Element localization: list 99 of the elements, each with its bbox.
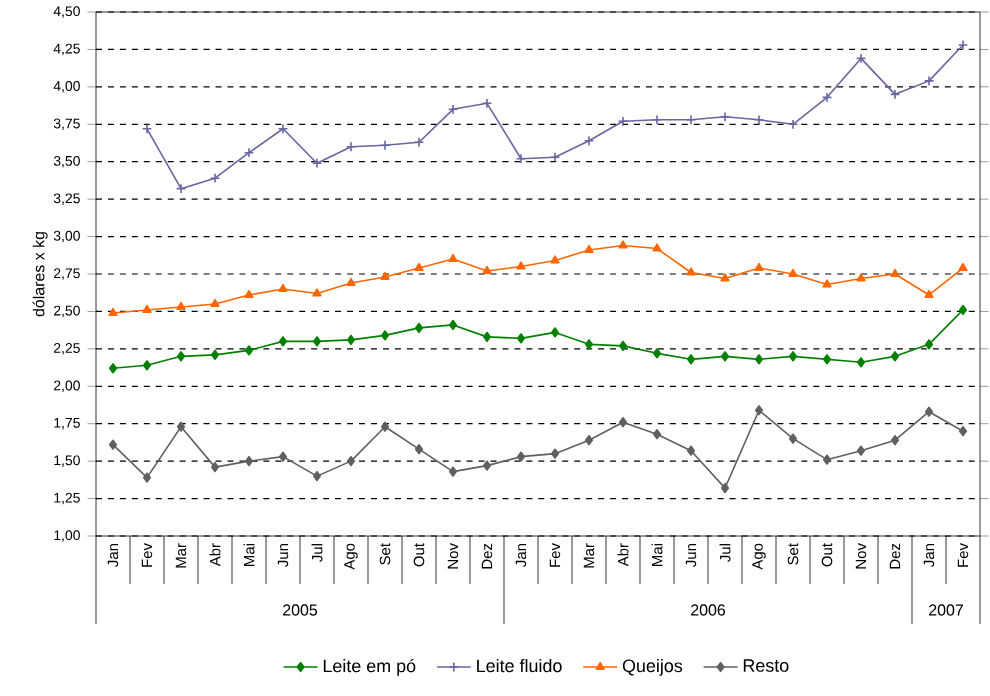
point (856, 357, 866, 368)
point (787, 119, 799, 130)
point (924, 406, 934, 417)
point (924, 339, 934, 350)
point (311, 158, 323, 169)
point (584, 435, 594, 446)
point (686, 267, 696, 276)
point (108, 307, 118, 316)
point (414, 262, 424, 271)
point (822, 279, 832, 288)
point (210, 349, 220, 361)
point (788, 433, 798, 444)
point (345, 141, 357, 152)
point (380, 271, 390, 280)
point (244, 455, 254, 467)
legend-label: Leite fluido (477, 659, 562, 673)
point (380, 330, 390, 341)
point (618, 340, 628, 352)
point (924, 289, 934, 298)
point (754, 262, 764, 271)
point (856, 273, 866, 282)
point (890, 351, 900, 362)
point (754, 405, 764, 416)
point (414, 322, 424, 334)
legend-label: Leite em pó (323, 658, 416, 676)
point (413, 137, 425, 148)
point (448, 466, 458, 477)
point (788, 351, 798, 362)
legend-label: Queijos (622, 659, 683, 676)
point (448, 253, 458, 263)
point (958, 426, 968, 437)
point (788, 268, 798, 277)
point (618, 240, 628, 249)
point (243, 147, 255, 158)
point (176, 301, 186, 310)
point (210, 461, 220, 473)
point (890, 268, 900, 277)
point (516, 261, 526, 270)
point (550, 327, 560, 338)
point (448, 319, 458, 331)
point (346, 277, 356, 286)
point (108, 363, 118, 374)
point (720, 482, 730, 494)
point (244, 345, 254, 356)
point (584, 244, 594, 254)
point (549, 152, 561, 163)
point (890, 435, 900, 446)
point (278, 283, 288, 292)
point (210, 298, 220, 307)
point (176, 351, 186, 362)
point (550, 448, 560, 459)
point (209, 173, 221, 184)
point (380, 421, 390, 432)
point (720, 273, 730, 282)
point (958, 262, 968, 271)
point (312, 288, 322, 297)
point (651, 114, 663, 125)
point (822, 354, 832, 365)
point (312, 470, 322, 482)
point (720, 351, 730, 362)
point (753, 114, 765, 125)
point (617, 116, 629, 127)
point (244, 289, 254, 298)
point (583, 135, 595, 146)
point (719, 111, 731, 122)
point (515, 153, 527, 164)
point (312, 336, 322, 347)
point (754, 354, 764, 365)
point (958, 304, 968, 316)
point (516, 333, 526, 344)
point (516, 451, 526, 462)
point (278, 451, 288, 462)
point (856, 445, 866, 456)
point (550, 255, 560, 264)
point (482, 460, 492, 471)
point (346, 455, 356, 467)
point (822, 454, 832, 465)
point (142, 304, 152, 313)
point (652, 243, 662, 252)
point (482, 265, 492, 274)
point (108, 439, 118, 450)
point (652, 348, 662, 359)
point (652, 429, 662, 440)
point (379, 140, 391, 151)
point (142, 472, 152, 483)
point (686, 354, 696, 365)
point (346, 334, 356, 346)
point (618, 417, 628, 428)
point (923, 75, 935, 87)
legend-label: Resto (743, 659, 789, 672)
point (584, 339, 594, 350)
point (685, 114, 697, 125)
point (414, 443, 424, 455)
point (176, 421, 186, 432)
point (277, 123, 289, 134)
point (686, 445, 696, 456)
point (482, 331, 492, 343)
point (278, 336, 288, 347)
point (142, 360, 152, 371)
